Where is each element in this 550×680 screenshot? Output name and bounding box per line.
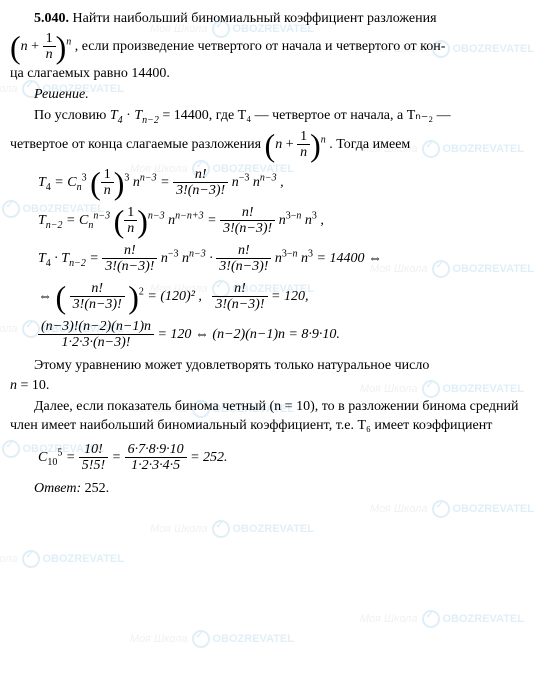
watermark: Моя ШколаOBOZREVATEL: [360, 610, 524, 628]
equation-4: ⇔ ( n!3!(n−3)! )2 = (120)² , n!3!(n−3)! …: [38, 281, 536, 313]
line-4: четвертое от конца слагаемые разложения …: [10, 129, 536, 161]
problem-number: 5.040.: [34, 11, 69, 26]
equation-5: (n−3)!(n−2)(n−1)n1·2·3·(n−3)! = 120 ⇔ (n…: [38, 319, 536, 351]
equation-2: Tn−2 = Cnn−3 (1n)n−3 nn−n+3 = n!3!(n−3)!…: [38, 205, 536, 237]
document-body: 5.040. Найти наибольший биномиальный коэ…: [0, 0, 550, 511]
solution-label: Решение.: [10, 86, 536, 105]
answer-line: Ответ: 252.: [10, 480, 536, 499]
unique-solution-a: Этому уравнению может удовлетворять толь…: [10, 357, 536, 376]
next-paragraph: Далее, если показатель бинома четный (n …: [10, 398, 536, 436]
line-2: ца слагаемых равно 14400.: [10, 65, 536, 84]
final-coefficient: C105 = 10!5!5! = 6·7·8·9·101·2·3·4·5 = 2…: [38, 442, 536, 474]
problem-heading: 5.040. Найти наибольший биномиальный коэ…: [10, 10, 536, 29]
heading-text: Найти наибольший биномиальный коэффициен…: [73, 11, 437, 26]
line-1: (n + 1n)n , если произведение четвертого…: [10, 31, 536, 63]
watermark: Моя ШколаOBOZREVATEL: [0, 550, 124, 568]
answer-value: 252.: [85, 481, 110, 496]
unique-solution-b: n = 10.: [10, 377, 536, 396]
watermark: Моя ШколаOBOZREVATEL: [150, 520, 314, 538]
equation-3: T4 · Tn−2 = n!3!(n−3)! n−3 nn−3 · n!3!(n…: [38, 243, 536, 275]
answer-label: Ответ:: [34, 481, 81, 496]
condition-line: По условию T4 · Tn−2 = 14400, где T₄ — ч…: [10, 107, 536, 127]
equation-1: T4 = Cn3 (1n)3 nn−3 = n!3!(n−3)! n−3 nn−…: [38, 167, 536, 199]
watermark: Моя ШколаOBOZREVATEL: [130, 630, 294, 648]
